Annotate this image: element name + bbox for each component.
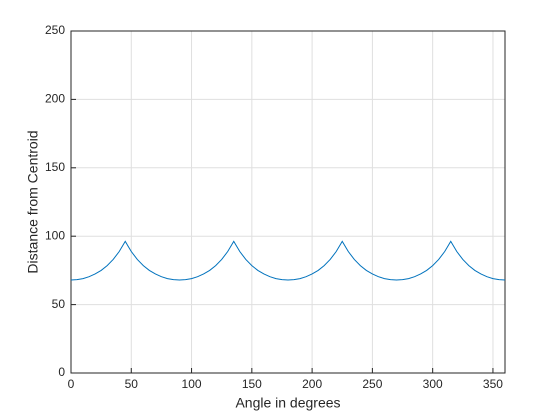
x-axis-label: Angle in degrees: [235, 395, 340, 411]
x-tick-label: 200: [302, 377, 322, 391]
y-tick-label: 100: [45, 228, 65, 242]
x-tick-label: 150: [242, 377, 262, 391]
y-axis-label: Distance from Centroid: [25, 130, 41, 273]
axes-box: [70, 30, 506, 374]
y-tick-label: 0: [58, 365, 65, 379]
x-tick-label: 250: [362, 377, 382, 391]
x-tick-label: 100: [182, 377, 202, 391]
y-tick-label: 50: [52, 297, 66, 311]
y-tick-label: 150: [45, 160, 65, 174]
data-line: [70, 240, 506, 281]
y-tick-label: 250: [45, 23, 65, 37]
x-tick-label: 0: [68, 377, 75, 391]
x-tick-label: 50: [125, 377, 139, 391]
x-tick-label: 300: [423, 377, 443, 391]
y-tick-label: 200: [45, 92, 65, 106]
x-tick-label: 350: [483, 377, 503, 391]
